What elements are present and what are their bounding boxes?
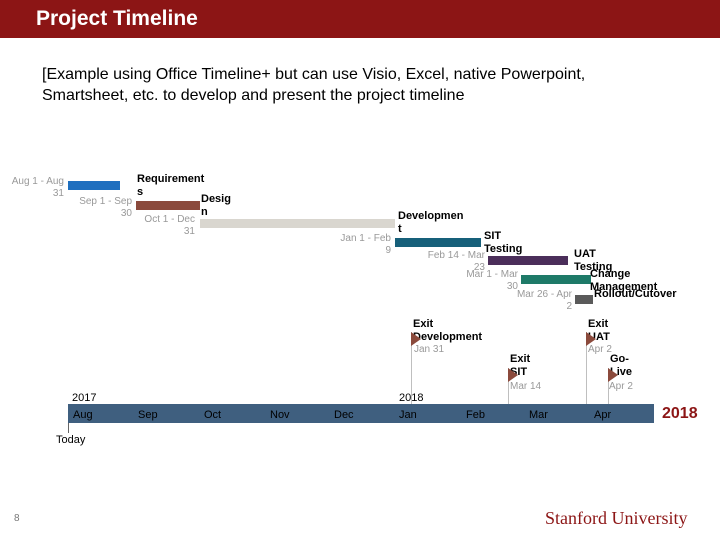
task-bar [68, 181, 120, 190]
end-year-label: 2018 [662, 405, 698, 422]
task-dates: Mar 1 - Mar 30 [466, 269, 518, 292]
task-name: UAT Testing [574, 248, 613, 273]
year-label: 2017 [72, 392, 97, 404]
milestone-date: Jan 31 [414, 344, 445, 355]
milestone-name: Exit Development [413, 318, 483, 343]
title-bar: Project Timeline [0, 0, 720, 38]
task-name: SIT Testing [484, 230, 523, 255]
page-title: Project Timeline [36, 7, 198, 30]
milestone-flag-icon [508, 368, 518, 382]
milestone-date: Mar 14 [510, 381, 542, 392]
task-bar [521, 275, 591, 284]
month-label: Nov [270, 409, 290, 421]
milestone-flag-icon [608, 368, 618, 382]
today-label: Today [56, 434, 86, 446]
milestone-pole [586, 332, 587, 404]
task-dates: Aug 1 - Aug 31 [11, 176, 64, 199]
milestone-date: Apr 2 [588, 344, 612, 355]
month-label: Jan [399, 409, 417, 421]
month-label: Apr [594, 409, 612, 421]
today-marker [68, 423, 69, 433]
milestone-date: Apr 2 [609, 381, 633, 392]
milestone-pole [608, 368, 609, 404]
task-bar [200, 219, 395, 228]
task-bar [575, 295, 593, 304]
task-dates: Mar 26 - Apr 2 [516, 289, 572, 312]
task-dates: Sep 1 - Sep 30 [79, 196, 132, 219]
task-name: Development [398, 210, 464, 235]
milestone-flag-icon [586, 332, 596, 346]
task-dates: Oct 1 - Dec 31 [144, 214, 195, 237]
task-dates: Feb 14 - Mar 23 [427, 250, 485, 273]
task-name: Rollout/Cutover [594, 288, 677, 300]
month-label: Aug [73, 409, 93, 421]
task-name: Requirements [137, 173, 205, 198]
stanford-logo: Stanford University [545, 508, 688, 528]
task-name: Design [201, 193, 231, 218]
timeline-axis [68, 404, 654, 423]
milestone-flag-icon [411, 332, 421, 346]
month-label: Mar [529, 409, 548, 421]
task-name: Change Management [590, 268, 658, 293]
month-label: Sep [138, 409, 158, 421]
subtitle: [Example using Office Timeline+ but can … [42, 66, 586, 104]
month-label: Oct [204, 409, 222, 421]
task-bar [488, 256, 568, 265]
year-label: 2018 [399, 392, 424, 404]
task-dates: Jan 1 - Feb 9 [340, 233, 391, 256]
task-bar [395, 238, 481, 247]
page-number: 8 [14, 513, 20, 524]
month-label: Dec [334, 409, 354, 421]
milestone-pole [508, 368, 509, 404]
month-label: Feb [466, 409, 485, 421]
task-bar [136, 201, 200, 210]
milestone-pole [411, 332, 412, 404]
